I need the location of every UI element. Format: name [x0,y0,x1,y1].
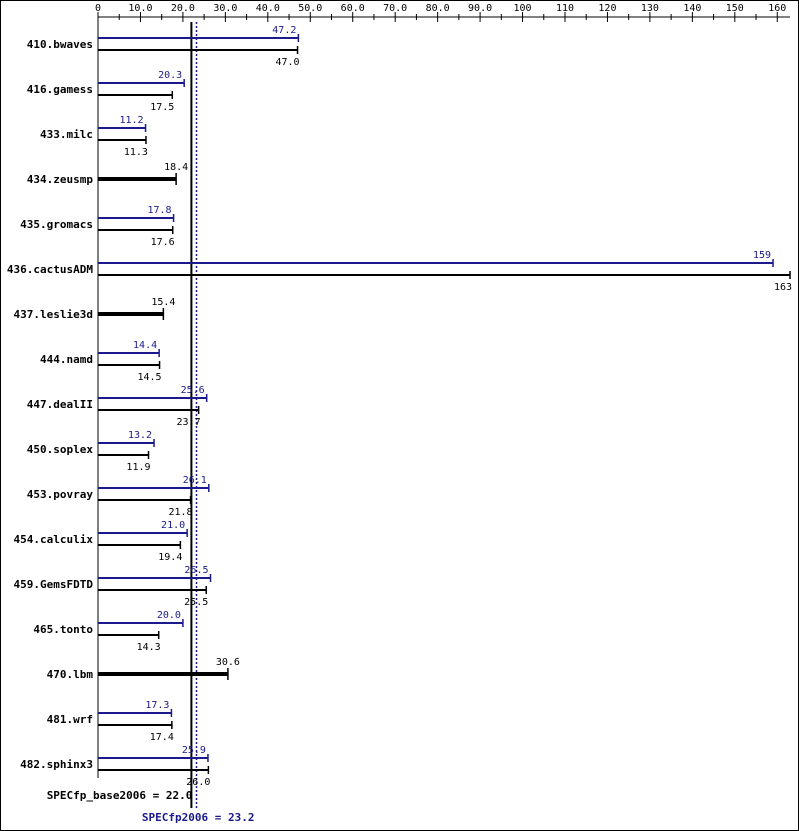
x-tick-label: 60.0 [341,3,365,14]
value-label-base: 17.5 [150,102,174,113]
x-tick-label: 130 [641,3,659,14]
x-tick-label: 110 [556,3,574,14]
x-tick-label: 120 [598,3,616,14]
value-label-base: 163 [774,282,792,293]
value-label-base: 26.0 [186,777,210,788]
x-tick-label: 50.0 [298,3,322,14]
value-label-base: 21.8 [168,507,192,518]
value-label-peak: 25.6 [181,385,205,396]
value-label-base: 18.4 [164,162,188,173]
benchmark-label: 444.namd [40,353,93,366]
value-label-peak: 47.2 [272,25,296,36]
value-label-base: 23.7 [177,417,201,428]
value-label-base: 19.4 [158,552,182,563]
value-label-peak: 11.2 [119,115,143,126]
x-tick-label: 30.0 [213,3,237,14]
value-label-peak: 14.4 [133,340,157,351]
benchmark-label: 450.soplex [27,443,94,456]
value-label-base: 14.5 [137,372,161,383]
benchmark-label: 453.povray [27,488,94,501]
value-label-base: 11.3 [124,147,148,158]
x-tick-label: 90.0 [468,3,492,14]
spec-base-summary: SPECfp_base2006 = 22.0 [47,789,193,802]
value-label-peak: 159 [753,250,771,261]
benchmark-label: 434.zeusmp [27,173,94,186]
reference-lines [190,22,198,808]
x-tick-label: 40.0 [256,3,280,14]
benchmark-label: 410.bwaves [27,38,93,51]
benchmark-label: 433.milc [40,128,93,141]
value-label-base: 17.4 [150,732,174,743]
value-label-base: 25.5 [184,597,208,608]
benchmark-label: 454.calculix [14,533,94,546]
bars [98,34,791,774]
x-tick-label: 150 [726,3,744,14]
labels: SPECfp_base2006 = 22.0 SPECfp2006 = 23.2 4… [7,25,792,824]
value-label-peak: 17.3 [145,700,169,711]
benchmark-label: 437.leslie3d [14,308,93,321]
x-tick-label: 100 [514,3,532,14]
x-tick-label: 80.0 [426,3,450,14]
benchmark-label: 416.gamess [27,83,93,96]
x-tick-label: 10.0 [128,3,152,14]
value-label-base: 11.9 [126,462,150,473]
spec-peak-summary: SPECfp2006 = 23.2 [142,811,255,824]
value-label-base: 14.3 [137,642,161,653]
benchmark-label: 482.sphinx3 [20,758,93,771]
x-tick-label: 0 [95,3,101,14]
value-label-peak: 17.8 [147,205,171,216]
value-label-base: 30.6 [216,657,240,668]
value-label-peak: 20.3 [158,70,182,81]
benchmark-label: 436.cactusADM [7,263,93,276]
value-label-base: 15.4 [151,297,175,308]
x-tick-label: 20.0 [171,3,195,14]
x-tick-label: 160 [768,3,786,14]
benchmark-label: 465.tonto [33,623,93,636]
value-label-base: 17.6 [151,237,175,248]
benchmark-label: 447.dealII [27,398,93,411]
benchmark-label: 435.gromacs [20,218,93,231]
value-label-peak: 26.5 [184,565,208,576]
value-label-peak: 20.0 [157,610,181,621]
value-label-peak: 13.2 [128,430,152,441]
x-tick-label: 140 [683,3,701,14]
value-label-peak: 21.0 [161,520,185,531]
benchmark-label: 470.lbm [47,668,94,681]
value-label-peak: 26.1 [183,475,207,486]
benchmark-label: 481.wrf [47,713,93,726]
value-label-peak: 25.9 [182,745,206,756]
value-label-base: 47.0 [275,57,299,68]
x-tick-label: 70.0 [383,3,407,14]
benchmark-label: 459.GemsFDTD [14,578,94,591]
